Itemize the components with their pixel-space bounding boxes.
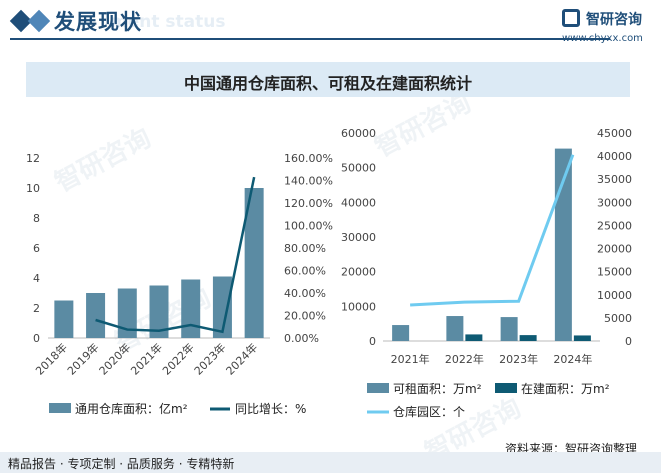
brand-name: 智研咨询 xyxy=(586,12,642,28)
right-axis-tick: 10000 xyxy=(597,289,632,302)
chart-title-bar: 中国通用仓库面积、可租及在建面积统计 xyxy=(26,62,630,97)
right-axis-tick: 80.00% xyxy=(284,242,326,255)
x-axis-tick: 2018年 xyxy=(33,340,70,377)
bar-warehouse-area xyxy=(86,293,106,338)
header-divider xyxy=(10,38,610,40)
left-axis-tick: 10000 xyxy=(341,300,376,313)
bar-warehouse-area xyxy=(149,285,169,338)
brand-logo-icon xyxy=(562,9,580,27)
page-title: 发展现状 xyxy=(54,10,142,34)
legend-swatch-bar xyxy=(49,403,71,413)
x-axis-tick: 2021年 xyxy=(128,340,165,377)
bar-warehouse-area xyxy=(181,279,201,338)
page-subtitle: ment status xyxy=(110,12,226,32)
footer-bar: 精品报告 · 专项定制 · 品质服务 · 专精特新 xyxy=(0,452,661,473)
bar-under-construction xyxy=(465,334,483,341)
bar-warehouse-area xyxy=(212,276,232,338)
right-axis-tick: 5000 xyxy=(604,312,632,325)
header: ment status 发展现状 智研咨询 www.chyxx.com xyxy=(0,0,661,48)
x-axis-tick: 2020年 xyxy=(96,340,133,377)
bar-rentable-area xyxy=(446,316,464,341)
left-axis-tick: 10 xyxy=(26,182,40,195)
line-warehouse-parks xyxy=(410,154,575,307)
left-axis-tick: 50000 xyxy=(341,162,376,175)
left-axis-tick: 12 xyxy=(26,152,40,165)
left-axis-tick: 8 xyxy=(33,212,40,225)
x-axis-tick: 2022年 xyxy=(445,352,484,366)
right-axis-tick: 160.00% xyxy=(284,152,333,165)
legend-swatch-bar xyxy=(367,383,389,393)
brand-url: www.chyxx.com xyxy=(562,33,643,44)
x-axis-tick: 2019年 xyxy=(64,340,101,377)
right-axis-tick: 20.00% xyxy=(284,310,326,323)
right-axis-tick: 0 xyxy=(625,335,632,348)
footer-tagline: 精品报告 · 专项定制 · 品质服务 · 专精特新 xyxy=(8,457,235,471)
legend-label: 仓库园区：个 xyxy=(393,404,465,419)
right-axis-tick: 100.00% xyxy=(284,220,333,233)
right-axis-tick: 30000 xyxy=(597,196,632,209)
x-axis-tick: 2021年 xyxy=(391,352,430,366)
right-axis-tick: 35000 xyxy=(597,173,632,186)
legend-label: 同比增长：% xyxy=(235,402,306,416)
x-axis-tick: 2022年 xyxy=(159,340,196,377)
right-axis-tick: 60.00% xyxy=(284,265,326,278)
x-axis-tick: 2023年 xyxy=(499,352,538,366)
x-axis-tick: 2024年 xyxy=(553,352,592,366)
x-axis-tick: 2023年 xyxy=(191,340,228,377)
left-axis-tick: 0 xyxy=(369,335,376,348)
left-axis-tick: 20000 xyxy=(341,266,376,279)
left-axis-tick: 6 xyxy=(33,242,40,255)
legend-swatch-bar xyxy=(495,383,517,393)
bar-warehouse-area xyxy=(117,288,137,338)
bar-warehouse-area xyxy=(244,188,264,338)
left-axis-tick: 4 xyxy=(33,272,40,285)
right-axis-tick: 40.00% xyxy=(284,287,326,300)
right-axis-tick: 140.00% xyxy=(284,175,333,188)
right-axis-tick: 25000 xyxy=(597,219,632,232)
bar-under-construction xyxy=(573,335,591,341)
left-axis-tick: 30000 xyxy=(341,231,376,244)
line-growth-rate xyxy=(95,176,256,334)
legend-label: 通用仓库面积：亿m² xyxy=(75,401,188,416)
legend-label: 在建面积：万m² xyxy=(521,382,610,396)
left-axis-tick: 2 xyxy=(33,302,40,315)
bar-rentable-area xyxy=(392,325,410,341)
left-axis-tick: 0 xyxy=(33,332,40,345)
bar-rentable-area xyxy=(500,317,518,341)
right-axis-tick: 40000 xyxy=(597,150,632,163)
right-axis-tick: 20000 xyxy=(597,243,632,256)
right-axis-tick: 15000 xyxy=(597,266,632,279)
bar-rentable-area xyxy=(554,148,572,341)
bar-warehouse-area xyxy=(54,300,74,338)
left-axis-tick: 60000 xyxy=(341,127,376,140)
right-axis-tick: 45000 xyxy=(597,127,632,140)
right-axis-tick: 120.00% xyxy=(284,197,333,210)
x-axis-tick: 2024年 xyxy=(223,340,260,377)
legend-label: 可租面积：万m² xyxy=(393,382,482,396)
chart-title: 中国通用仓库面积、可租及在建面积统计 xyxy=(183,74,472,93)
right-axis-tick: 0.00% xyxy=(284,332,319,345)
left-axis-tick: 40000 xyxy=(341,196,376,209)
bar-under-construction xyxy=(519,335,537,341)
